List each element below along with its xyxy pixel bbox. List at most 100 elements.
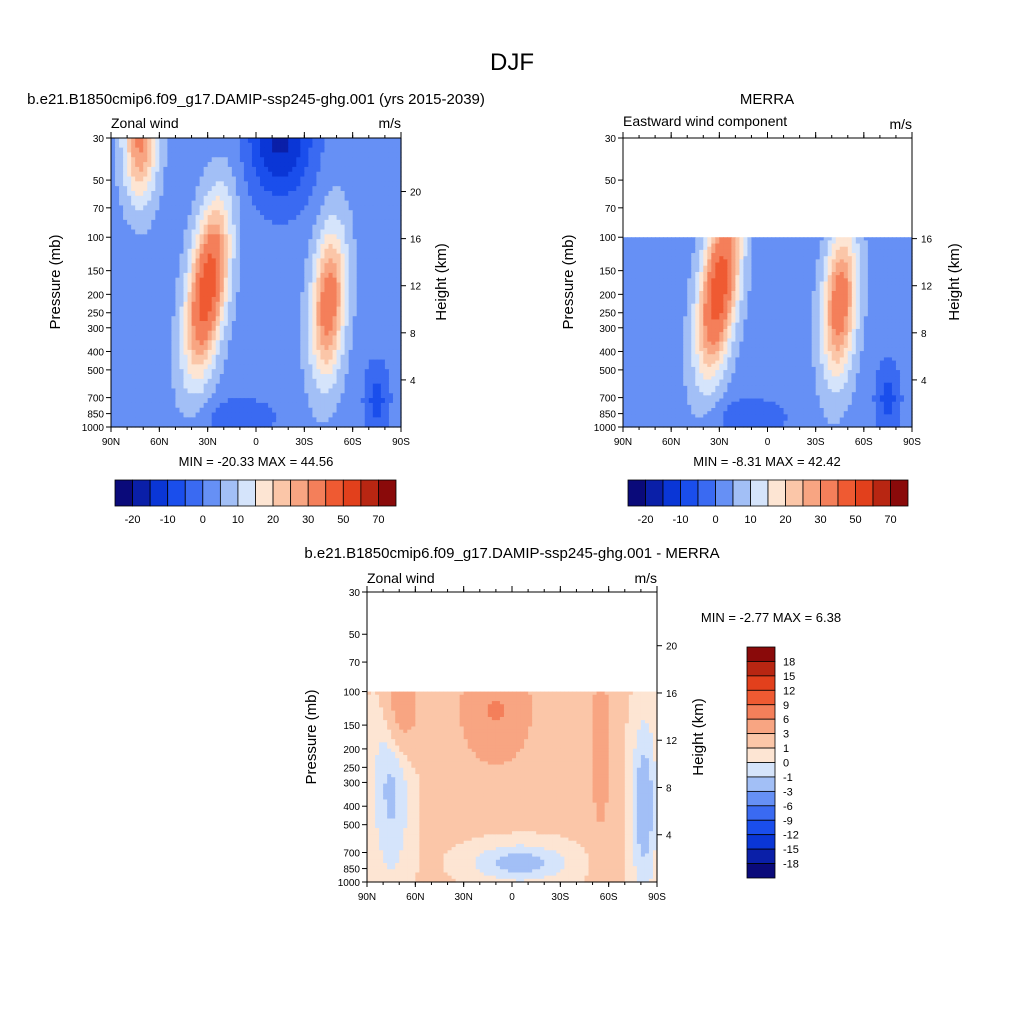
heatmap-cell — [251, 287, 257, 293]
heatmap-cell — [332, 354, 338, 361]
heatmap-cell — [139, 239, 144, 245]
heatmap-cell — [227, 210, 233, 216]
heatmap-cell — [207, 253, 213, 260]
heatmap-cell — [376, 248, 382, 255]
heatmap-cell — [803, 249, 809, 254]
heatmap-cell — [324, 176, 330, 182]
heatmap-cell — [219, 282, 225, 288]
heatmap-cell — [296, 296, 301, 303]
heatmap-cell — [239, 219, 245, 226]
heatmap-cell — [268, 354, 273, 361]
heatmap-cell — [360, 268, 366, 274]
heatmap-cell — [223, 287, 229, 293]
heatmap-cell — [332, 272, 338, 279]
heatmap-cell — [292, 378, 297, 385]
heatmap-cell — [352, 215, 358, 221]
heatmap-cell — [388, 301, 394, 308]
heatmap-cell — [308, 316, 313, 322]
panel-obs-minmax: MIN = -8.31 MAX = 42.42 — [693, 454, 840, 469]
heatmap-cell — [268, 378, 273, 385]
heatmap-cell — [163, 248, 168, 255]
heatmap-cell — [336, 205, 342, 211]
heatmap-cell — [183, 378, 189, 385]
heatmap-cell — [300, 340, 305, 346]
heatmap-cell — [396, 157, 402, 163]
heatmap-cell — [368, 253, 374, 260]
heatmap-cell — [647, 259, 652, 264]
heatmap-cell — [388, 263, 394, 269]
colorbar-swatch — [307, 479, 327, 507]
heatmap-cell — [336, 316, 342, 322]
heatmap-cell — [111, 364, 116, 370]
heatmap-cell — [316, 200, 322, 207]
heatmap-cell — [340, 157, 346, 163]
heatmap-cell — [731, 243, 736, 248]
heatmap-cell — [203, 263, 209, 269]
heatmap-cell — [695, 249, 700, 254]
heatmap-cell — [135, 181, 140, 187]
heatmap-cell — [659, 249, 664, 254]
heatmap-cell — [356, 359, 362, 365]
heatmap-cell — [316, 292, 322, 298]
heatmap-cell — [115, 359, 120, 365]
heatmap-cell — [288, 325, 293, 332]
heatmap-cell — [227, 393, 233, 399]
heatmap-cell — [175, 190, 181, 197]
heatmap-cell — [235, 147, 241, 154]
heatmap-cell — [191, 335, 197, 341]
heatmap-cell — [264, 325, 269, 332]
heatmap-cell — [256, 239, 261, 245]
heatmap-cell — [883, 240, 889, 245]
heatmap-cell — [312, 234, 318, 240]
heatmap-cell — [215, 195, 221, 202]
heatmap-cell — [155, 354, 160, 361]
heatmap-cell — [151, 272, 156, 279]
heatmap-cell — [304, 364, 309, 370]
heatmap-cell — [227, 359, 233, 365]
heatmap-cell — [340, 311, 346, 317]
heatmap-cell — [127, 316, 132, 322]
heatmap-cell — [316, 224, 322, 231]
heatmap-cell — [203, 162, 209, 168]
heatmap-cell — [843, 256, 849, 260]
heatmap-cell — [175, 301, 181, 308]
heatmap-cell — [372, 205, 378, 211]
heatmap-cell — [867, 243, 873, 248]
heatmap-cell — [207, 321, 213, 327]
heatmap-cell — [235, 248, 241, 255]
heatmap-cell — [380, 345, 386, 351]
heatmap-cell — [131, 166, 136, 173]
heatmap-cell — [380, 330, 386, 337]
heatmap-cell — [348, 239, 354, 245]
heatmap-cell — [268, 412, 273, 418]
heatmap-cell — [187, 321, 193, 327]
heatmap-cell — [316, 152, 322, 158]
heatmap-cell — [127, 152, 132, 158]
heatmap-cell — [195, 186, 201, 192]
heatmap-cell — [151, 364, 156, 370]
heatmap-cell — [211, 364, 217, 370]
heatmap-cell — [743, 240, 749, 245]
heatmap-cell — [739, 253, 745, 257]
heatmap-cell — [199, 142, 205, 149]
heatmap-cell — [247, 210, 253, 216]
heatmap-cell — [123, 306, 128, 312]
heatmap-cell — [631, 243, 636, 248]
heatmap-cell — [123, 296, 128, 303]
heatmap-cell — [219, 147, 225, 154]
heatmap-cell — [123, 345, 128, 351]
heatmap-cell — [348, 181, 354, 187]
heatmap-cell — [663, 246, 668, 251]
heatmap-cell — [251, 282, 257, 288]
heatmap-cell — [167, 147, 173, 154]
heatmap-cell — [219, 321, 225, 327]
heatmap-cell — [211, 402, 217, 409]
heatmap-cell — [163, 354, 168, 361]
heatmap-cell — [195, 215, 201, 221]
heatmap-cell — [755, 243, 761, 248]
heatmap-cell — [280, 190, 285, 197]
heatmap-cell — [123, 325, 128, 332]
heatmap-cell — [372, 282, 378, 288]
heatmap-cell — [127, 272, 132, 279]
heatmap-cell — [364, 157, 370, 163]
